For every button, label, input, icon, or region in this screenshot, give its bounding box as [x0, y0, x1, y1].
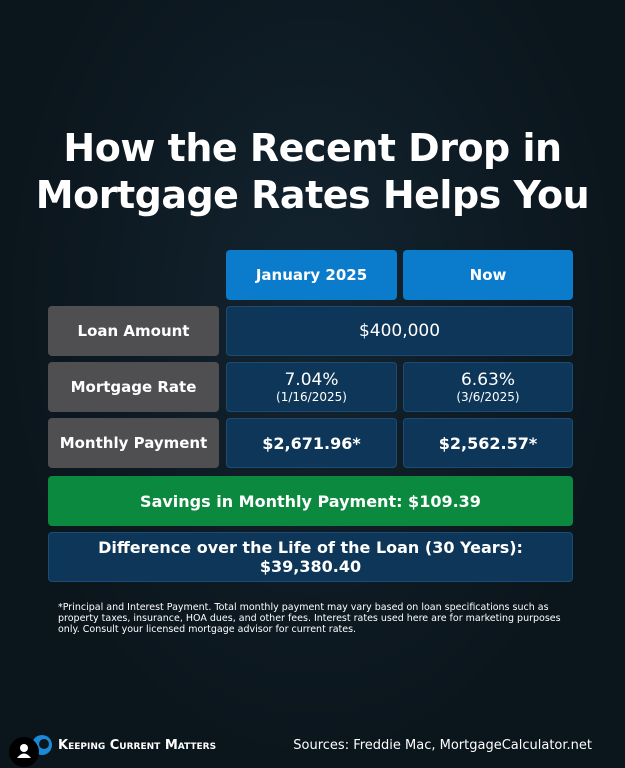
- cell: 6.63% (3/6/2025): [403, 362, 573, 412]
- logo-icon-inner: [39, 739, 49, 749]
- brand: Keeping Current Matters: [58, 738, 217, 753]
- column-header: Now: [403, 250, 573, 300]
- title-line: Mortgage Rates Helps You: [35, 173, 590, 217]
- profile-body: [17, 753, 31, 758]
- cell: $2,671.96*: [226, 418, 397, 468]
- rate-date: (1/16/2025): [276, 390, 347, 404]
- sources: Sources: Freddie Mac, MortgageCalculator…: [293, 738, 592, 753]
- rate: 6.63%: [460, 370, 515, 390]
- title-line: How the Recent Drop in: [63, 126, 562, 170]
- cell: 7.04% (1/16/2025): [226, 362, 397, 412]
- difference-bar: Difference over the Life of the Loan (30…: [48, 532, 573, 582]
- rate: 7.04%: [284, 370, 339, 390]
- icons: [9, 735, 52, 767]
- profile-head: [20, 744, 28, 752]
- cell: $2,562.57*: [403, 418, 573, 468]
- rate-date: (3/6/2025): [456, 390, 520, 404]
- column-header: January 2025: [226, 250, 397, 300]
- footnote: *Principal and Interest Payment. Total m…: [58, 602, 561, 635]
- row-label: Loan Amount: [48, 306, 219, 356]
- cell: $400,000: [226, 306, 573, 356]
- savings-bar: Savings in Monthly Payment: $109.39: [48, 476, 573, 526]
- row-label: Monthly Payment: [48, 418, 219, 468]
- row-label: Mortgage Rate: [48, 362, 219, 412]
